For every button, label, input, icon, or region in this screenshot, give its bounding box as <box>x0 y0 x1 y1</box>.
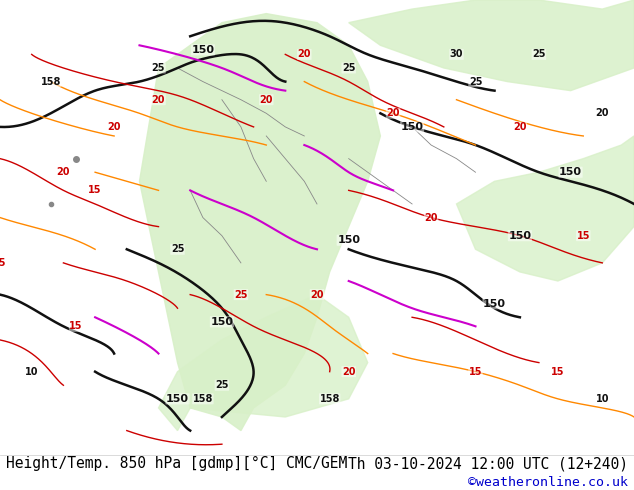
Polygon shape <box>456 136 634 281</box>
Text: ©weatheronline.co.uk: ©weatheronline.co.uk <box>468 476 628 489</box>
Text: 150: 150 <box>508 231 531 241</box>
Text: 150: 150 <box>166 394 189 404</box>
Text: 158: 158 <box>41 76 61 87</box>
Text: 25: 25 <box>469 76 482 87</box>
Text: 20: 20 <box>259 95 273 105</box>
Text: 20: 20 <box>152 95 165 105</box>
Text: 20: 20 <box>595 108 609 118</box>
Text: 25: 25 <box>152 63 165 73</box>
Text: 20: 20 <box>56 167 70 177</box>
Text: 25: 25 <box>532 49 546 59</box>
Text: 20: 20 <box>342 367 356 377</box>
Text: Height/Temp. 850 hPa [gdmp][°C] CMC/GEM: Height/Temp. 850 hPa [gdmp][°C] CMC/GEM <box>6 456 347 471</box>
Polygon shape <box>158 294 368 431</box>
Text: 15: 15 <box>88 185 102 196</box>
Text: 30: 30 <box>450 49 463 59</box>
Text: 20: 20 <box>386 108 400 118</box>
Text: 15: 15 <box>0 258 7 268</box>
Text: 150: 150 <box>401 122 424 132</box>
Text: 150: 150 <box>210 317 233 327</box>
Text: 150: 150 <box>191 45 214 55</box>
Text: 158: 158 <box>320 394 340 404</box>
Polygon shape <box>349 0 634 91</box>
Text: 25: 25 <box>215 380 229 390</box>
Text: 10: 10 <box>595 394 609 404</box>
Text: 150: 150 <box>559 167 582 177</box>
Text: 25: 25 <box>234 290 248 299</box>
Text: 25: 25 <box>342 63 356 73</box>
Text: 25: 25 <box>171 245 184 254</box>
Text: 150: 150 <box>483 299 506 309</box>
Text: 150: 150 <box>337 235 360 245</box>
Text: 158: 158 <box>193 394 213 404</box>
Text: Th 03-10-2024 12:00 UTC (12+240): Th 03-10-2024 12:00 UTC (12+240) <box>347 456 628 471</box>
Text: 20: 20 <box>310 290 324 299</box>
Text: 20: 20 <box>297 49 311 59</box>
Text: 20: 20 <box>107 122 121 132</box>
Text: 15: 15 <box>469 367 482 377</box>
Text: 15: 15 <box>551 367 565 377</box>
Polygon shape <box>139 14 380 431</box>
Text: 15: 15 <box>576 231 590 241</box>
Text: 10: 10 <box>25 367 39 377</box>
Text: 20: 20 <box>513 122 527 132</box>
Text: 20: 20 <box>424 213 438 222</box>
Text: 15: 15 <box>69 321 83 331</box>
